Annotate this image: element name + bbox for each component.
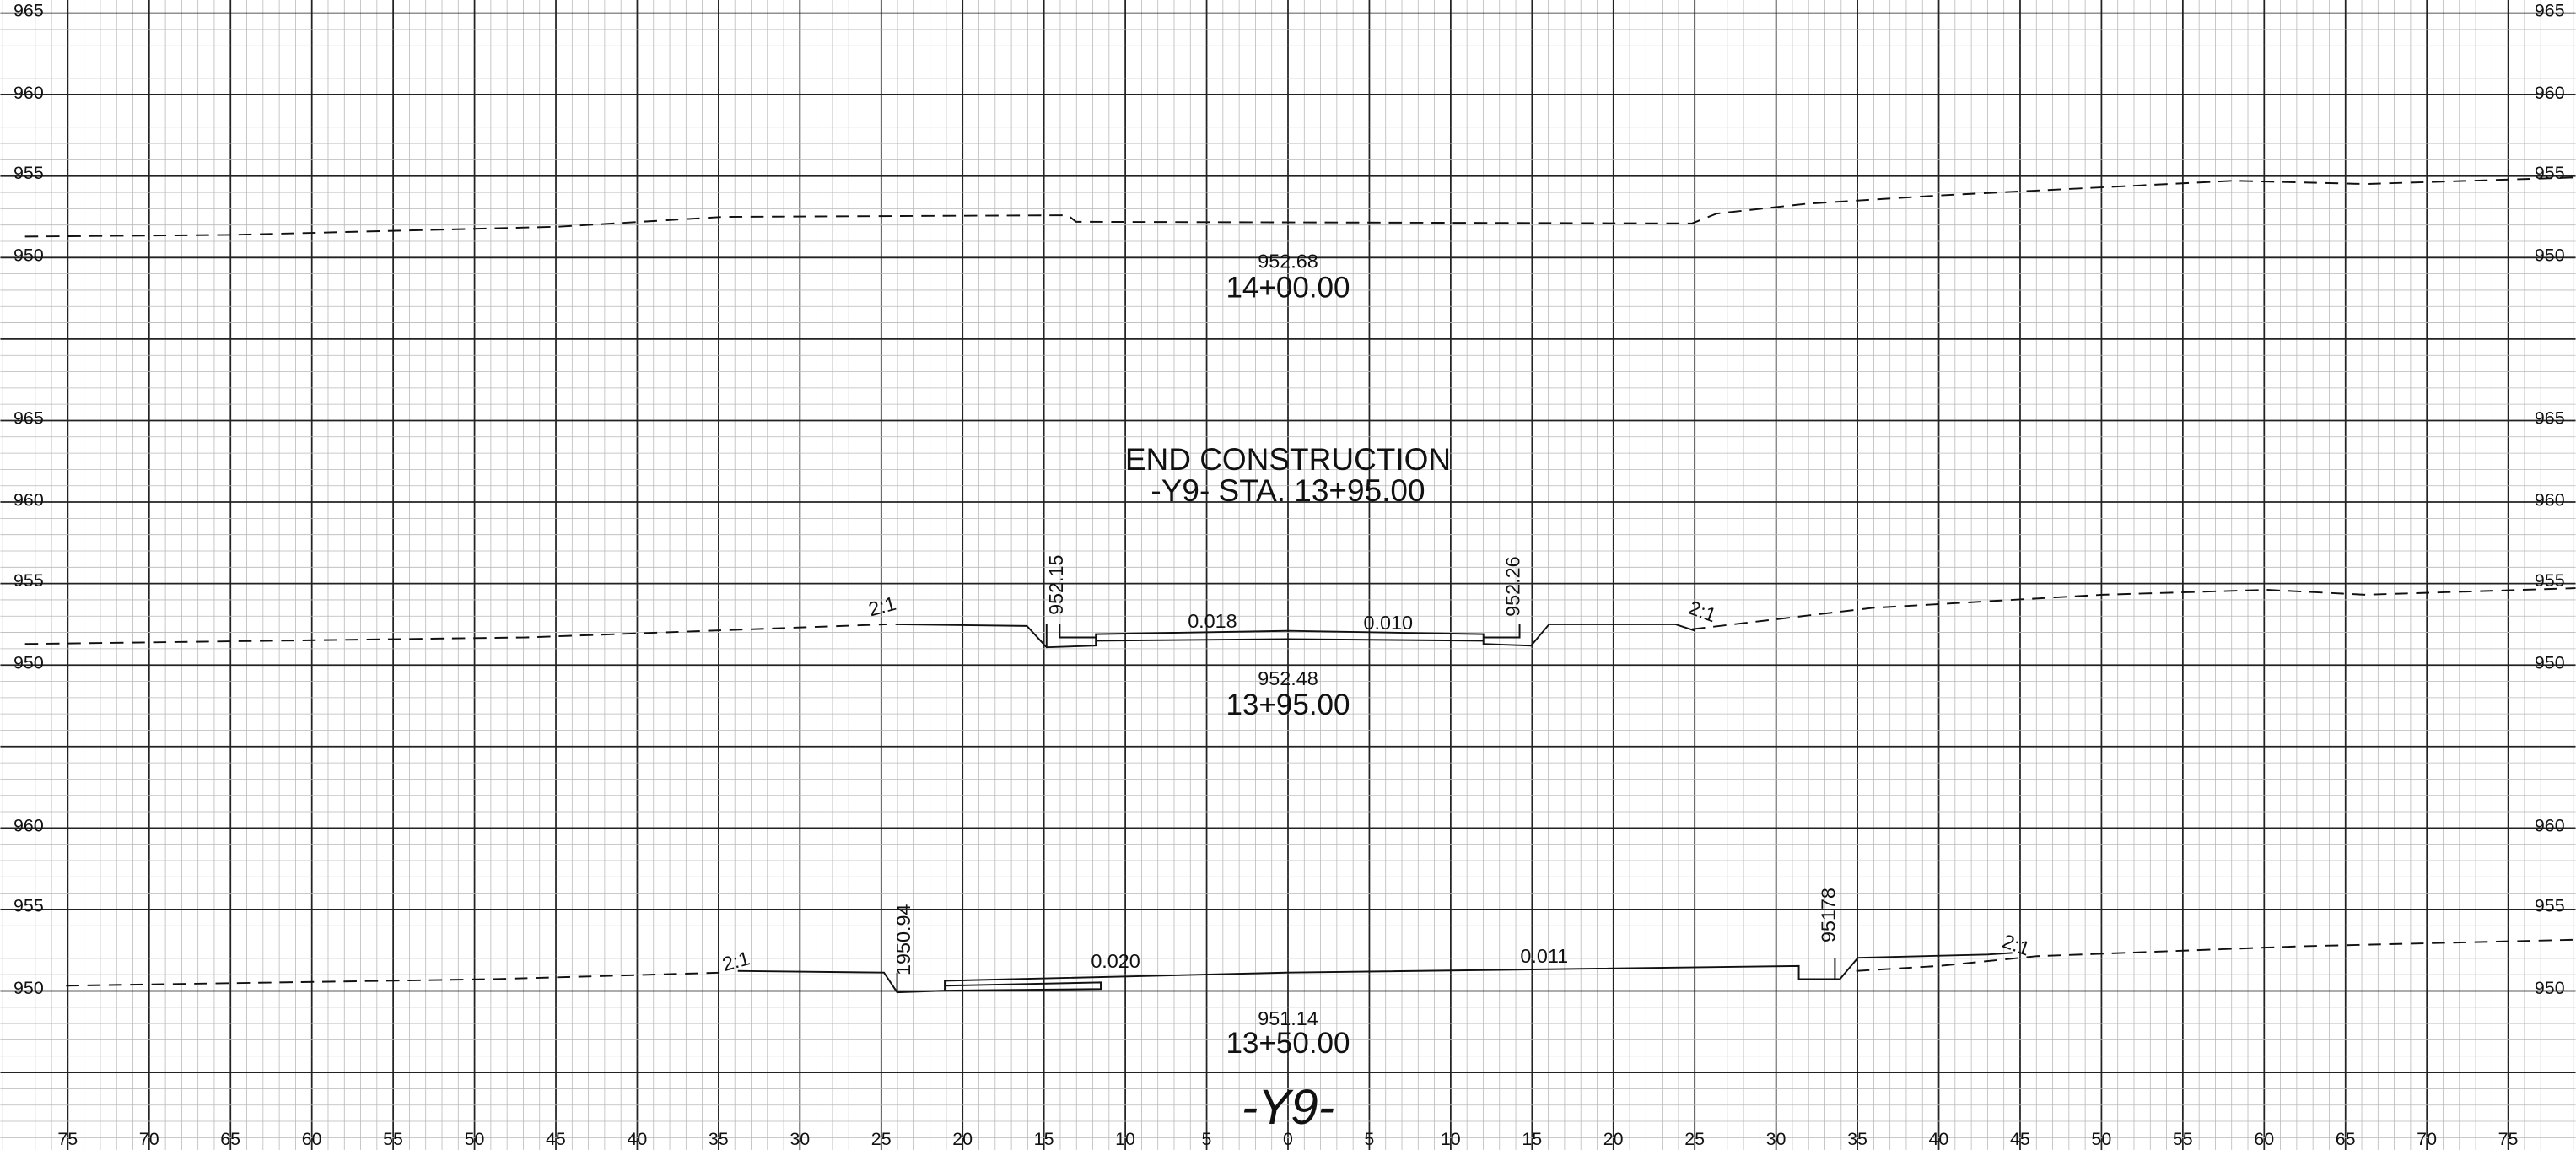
elevation-label: 950 [2535,652,2565,672]
elevation-label: 960 [13,83,44,103]
elevation-label: 960 [2535,490,2565,510]
annotation: 0.011 [1520,945,1568,967]
offset-label: 50 [2091,1129,2111,1149]
elevation-label: 960 [13,490,44,510]
annotation: 1950.94 [892,904,914,975]
offset-label: 30 [1766,1129,1786,1149]
annotation: 952.26 [1502,556,1524,616]
offset-label: 15 [1522,1129,1542,1149]
station-label: 14+00.00 [1226,271,1350,304]
grade-elevation: 951.14 [1258,1007,1318,1029]
elevation-label: 950 [13,978,44,998]
elevation-label: 965 [2535,0,2565,20]
annotation: 0.018 [1188,610,1237,632]
offset-label: 50 [465,1129,485,1149]
ground-line [1856,938,2576,972]
offset-label: 65 [2336,1129,2356,1149]
elevation-label: 960 [2535,83,2565,103]
station-label: 13+50.00 [1226,1027,1350,1060]
offset-label: 30 [790,1129,810,1149]
elevation-label: 950 [2535,978,2565,998]
offset-label: 5 [1364,1129,1374,1149]
elevation-label: 965 [13,0,44,20]
annotation: 2:1 [1686,597,1719,627]
offset-label: 55 [2173,1129,2193,1149]
offset-label: 35 [709,1129,729,1149]
alignment-label: -Y9- [1242,1080,1334,1135]
elevation-label: 955 [2535,570,2565,591]
offset-label: 10 [1441,1129,1461,1149]
offset-label: 75 [57,1129,78,1149]
ground-line [24,176,2576,238]
elevation-label: 965 [2535,408,2565,428]
elevation-label: 955 [13,163,44,183]
offset-label: 55 [383,1129,403,1149]
annotation: 952.15 [1045,554,1067,614]
annotation: 2:1 [2000,930,2033,960]
offset-label: 75 [2498,1129,2519,1149]
elevation-label: 965 [13,408,44,428]
labels: 75 70 65 60 55 50 45 40 35 30 25 20 15 10 5 0 5 10 15 20 25 3… [13,0,2565,1149]
elevation-label: 960 [2535,815,2565,835]
offset-label: 60 [2254,1129,2274,1149]
offset-label: 35 [1847,1129,1867,1149]
offset-label: 25 [871,1129,892,1149]
offset-label: 10 [1115,1129,1135,1149]
annotation: 0.020 [1091,950,1140,972]
offset-label: 40 [1929,1129,1949,1149]
offset-label: 40 [627,1129,647,1149]
elevation-label: 950 [13,652,44,672]
elevation-label: 955 [2535,896,2565,916]
offset-label: 45 [2010,1129,2030,1149]
offset-label: 65 [220,1129,240,1149]
offset-label: 5 [1202,1129,1212,1149]
subtitle: -Y9- STA. 13+95.00 [1151,473,1425,508]
ground-line [66,971,724,987]
elevation-label: 955 [13,896,44,916]
offset-label: 20 [1603,1129,1624,1149]
offset-label: 45 [546,1129,566,1149]
offset-label: 15 [1034,1129,1054,1149]
offset-label: 70 [2417,1129,2437,1149]
annotation: 95178 [1817,888,1839,942]
grade-elevation: 952.48 [1258,667,1318,689]
elevation-label: 955 [2535,163,2565,183]
elevation-label: 950 [13,246,44,266]
ground-line [24,623,887,645]
offset-label: 20 [952,1129,973,1149]
offset-label: 60 [302,1129,322,1149]
offset-label: 70 [139,1129,159,1149]
annotation: 0.010 [1364,612,1413,634]
ground-line [1691,587,2576,630]
station-label: 13+95.00 [1226,688,1350,721]
grade-elevation: 952.68 [1258,250,1318,272]
typical-section [737,952,2013,994]
typical-section [895,623,1696,649]
elevation-label: 960 [13,815,44,835]
title: END CONSTRUCTION [1125,442,1451,477]
offset-label: 0 [1283,1129,1293,1149]
elevation-label: 955 [13,570,44,591]
offset-label: 25 [1684,1129,1705,1149]
elevation-label: 950 [2535,246,2565,266]
